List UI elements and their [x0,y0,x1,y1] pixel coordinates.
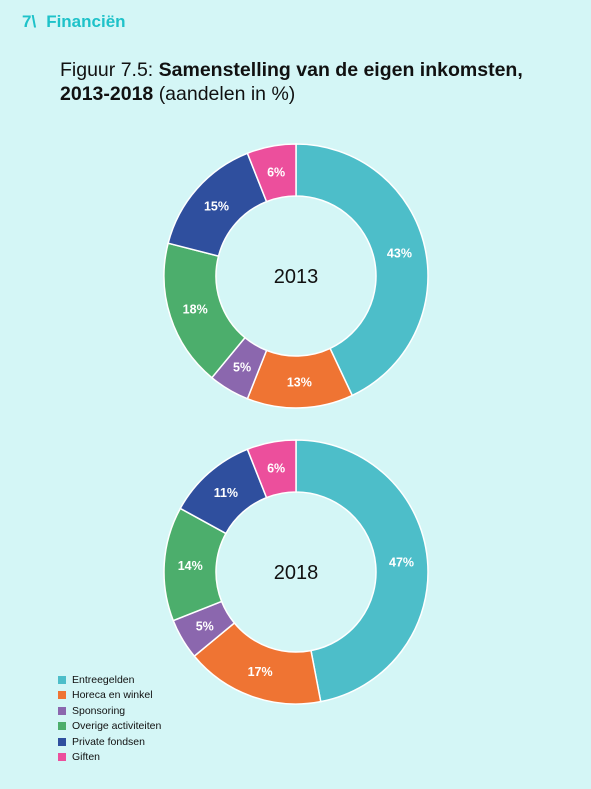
donut-chart-2013: 43% 13% 5% 18% 15% 6% 2013 [163,143,429,409]
slice-label: 6% [267,165,285,179]
legend-swatch [58,753,66,762]
legend-swatch [58,691,66,700]
donut-chart-2018: 47% 17% 5% 14% 11% 6% 2018 [163,439,429,705]
slice-label: 13% [287,375,312,389]
slice-giften [246,143,297,203]
section-number: 7\ [22,12,37,31]
slice-entreegelden [295,439,429,703]
figure-label: Figuur 7.5: [60,59,154,81]
legend-label: Sponsoring [72,704,126,717]
section-header: 7\ Financiën [22,12,126,32]
legend-item: Overige activiteiten [58,719,161,735]
slice-label: 15% [204,199,229,213]
center-year-label: 2018 [274,562,319,584]
legend-label: Giften [72,751,101,764]
slice-giften [246,439,297,499]
slice-label: 6% [267,461,285,475]
slice-label: 47% [389,556,414,570]
center-year-label: 2013 [274,266,319,288]
slice-label: 11% [214,486,238,500]
legend-item: Sponsoring [58,703,161,719]
legend-item: Entreegelden [58,672,161,688]
legend-item: Giften [58,750,161,766]
legend-label: Overige activiteiten [72,720,162,733]
legend-swatch [58,722,66,731]
figure-title: Figuur 7.5: Samenstelling van de eigen i… [60,58,560,106]
legend-swatch [58,675,66,684]
slice-label: 5% [233,361,251,375]
legend-item: Horeca en winkel [58,688,161,704]
slice-label: 5% [196,619,214,633]
slice-entreegelden [295,143,429,397]
legend: Entreegelden Horeca en winkel Sponsoring Ov… [58,672,161,765]
legend-item: Private fondsen [58,734,161,750]
legend-label: Entreegelden [72,673,135,686]
legend-label: Horeca en winkel [72,689,153,702]
slice-label: 14% [178,559,203,573]
legend-label: Private fondsen [72,735,145,748]
slice-label: 43% [387,246,412,260]
section-title: Financiën [46,12,126,31]
figure-title-bold: Samenstelling van de eigen inkomsten, 20… [60,59,523,105]
figure-title-rest: (aandelen in %) [158,83,296,105]
legend-swatch [58,706,66,715]
legend-swatch [58,737,66,746]
slice-label: 18% [183,302,208,316]
slice-label: 17% [248,665,273,679]
